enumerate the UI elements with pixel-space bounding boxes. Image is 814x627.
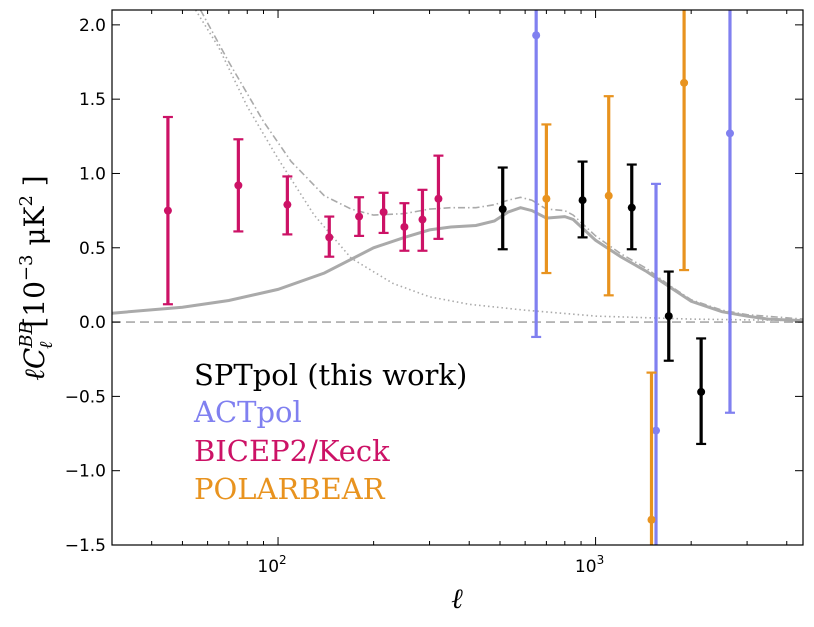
- model-curves: [112, 10, 803, 323]
- legend-label-sptpol: SPTpol (this work): [194, 358, 467, 392]
- marker: [379, 208, 388, 217]
- data-point-actpol-1: [531, 10, 542, 339]
- marker: [664, 312, 673, 321]
- marker: [578, 196, 587, 205]
- marker: [542, 194, 551, 203]
- legend: SPTpol (this work) ACTpol BICEP2/Keck PO…: [193, 358, 467, 506]
- marker: [163, 206, 172, 215]
- data-point-sptpol-3: [626, 163, 637, 251]
- data-point-bicep2-keck-5: [354, 196, 365, 237]
- marker: [325, 233, 334, 242]
- data-point-sptpol-2: [577, 160, 588, 239]
- marker: [400, 222, 409, 231]
- marker: [283, 200, 292, 209]
- data-point-sptpol-5: [696, 337, 707, 446]
- legend-label-polarbear: POLARBEAR: [194, 472, 386, 506]
- axis-ticks: [111, 10, 803, 546]
- data-point-bicep2-keck-9: [433, 154, 444, 240]
- marker: [725, 129, 734, 138]
- data-point-bicep2-keck-2: [233, 138, 244, 233]
- data-point-sptpol-1: [497, 166, 508, 251]
- data-point-bicep2-keck-1: [162, 115, 173, 306]
- data-point-polarbear-4: [679, 10, 690, 272]
- marker: [498, 205, 507, 214]
- x-axis-title: ℓ: [451, 582, 463, 615]
- x-tick-label: 102: [257, 553, 286, 577]
- legend-label-actpol: ACTpol: [193, 395, 302, 429]
- data-point-actpol-2: [651, 182, 662, 545]
- marker: [652, 426, 661, 435]
- marker: [418, 215, 427, 224]
- marker: [697, 387, 706, 396]
- y-tick-label: 2.0: [79, 16, 106, 36]
- marker: [680, 78, 689, 87]
- data-point-sptpol-4: [663, 270, 674, 362]
- legend-label-bicep2-keck: BICEP2/Keck: [194, 434, 390, 468]
- marker: [234, 181, 243, 190]
- y-tick-label: −1.0: [65, 462, 106, 482]
- x-tick-label: 103: [575, 553, 604, 577]
- curve-lensing-b-modes: [112, 206, 803, 323]
- y-axis-title: ℓCBBℓ[10−3 μK2 ]: [16, 175, 57, 380]
- curve-primordial-b-modes: [194, 10, 803, 322]
- marker: [604, 191, 613, 200]
- marker: [434, 194, 443, 203]
- marker: [627, 203, 636, 212]
- y-tick-label: 1.0: [79, 164, 106, 184]
- marker: [355, 212, 364, 221]
- y-tick-label: 0.0: [79, 313, 106, 333]
- curve-total-b-modes: [199, 10, 803, 320]
- data-point-bicep2-keck-8: [417, 188, 428, 252]
- data-point-bicep2-keck-4: [324, 215, 335, 258]
- marker: [647, 515, 656, 524]
- y-tick-label: 0.5: [79, 239, 106, 259]
- data-points: [162, 10, 735, 545]
- y-tick-label: −0.5: [65, 387, 106, 407]
- data-point-actpol-3: [724, 10, 735, 414]
- marker: [532, 31, 541, 40]
- data-point-bicep2-keck-6: [378, 191, 389, 235]
- tick-labels: −1.5 −1.0 −0.5 0.0 0.5 1.0 1.5 2.0 102 103: [65, 16, 604, 577]
- y-tick-label: 1.5: [79, 90, 106, 110]
- data-point-bicep2-keck-3: [282, 175, 293, 236]
- data-point-polarbear-1: [541, 123, 552, 275]
- y-tick-label: −1.5: [65, 536, 106, 556]
- data-point-polarbear-3: [646, 371, 657, 545]
- plot-frame: [111, 9, 804, 546]
- data-point-polarbear-2: [603, 95, 614, 297]
- data-point-bicep2-keck-7: [399, 202, 410, 252]
